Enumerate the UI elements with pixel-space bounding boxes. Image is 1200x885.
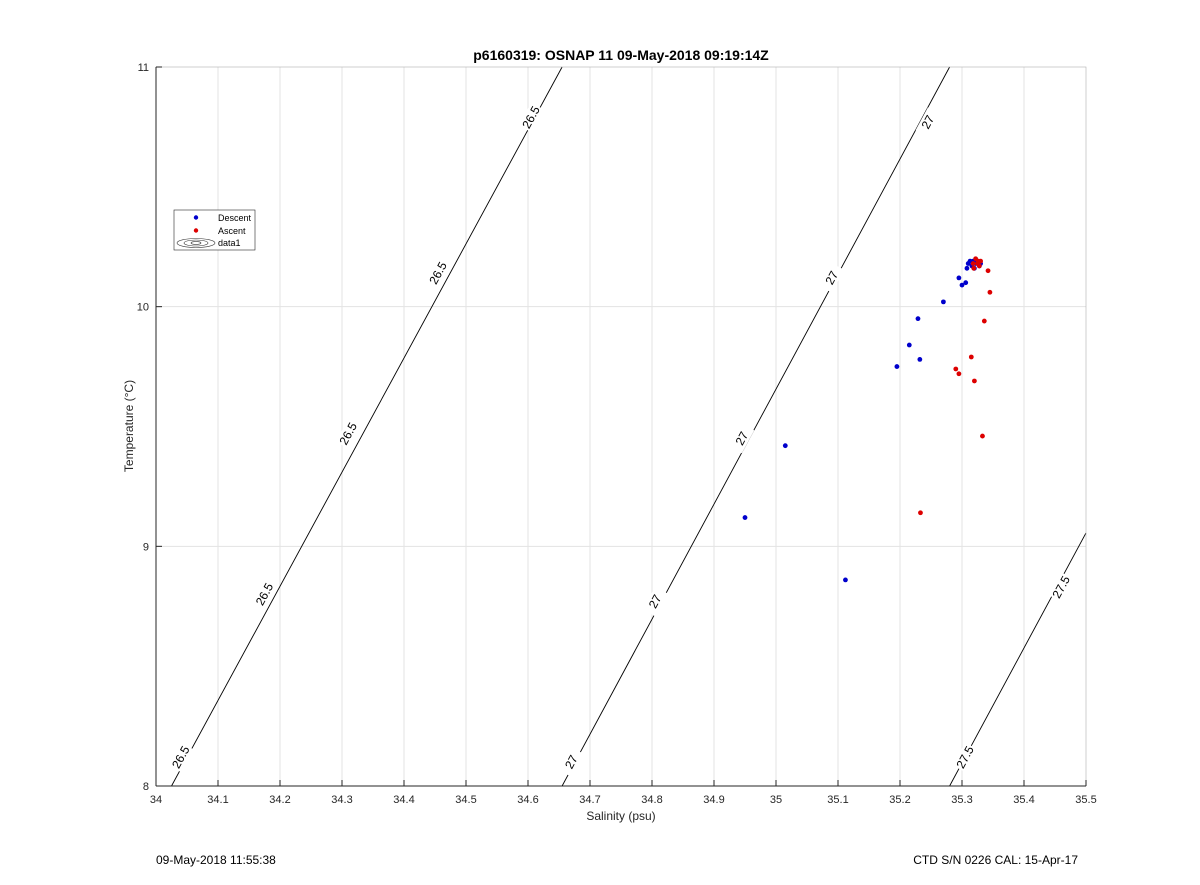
isopycnal-label-gap xyxy=(642,586,668,617)
x-tick-label: 34.7 xyxy=(579,794,600,806)
point-ascent xyxy=(918,510,923,516)
x-tick-label: 35.5 xyxy=(1075,794,1096,806)
y-tick-label: 8 xyxy=(143,781,149,793)
chart-title: p6160319: OSNAP 11 09-May-2018 09:19:14Z xyxy=(473,47,769,63)
x-tick-label: 35 xyxy=(770,794,782,806)
isopycnal-label: 27 xyxy=(822,268,841,287)
point-ascent xyxy=(970,261,976,266)
point-ascent xyxy=(981,318,987,324)
x-axis-ticks: 34 34.1 34.2 34.3 34.4 34.5 34.6 34.7 34.8 34.9 35… xyxy=(150,780,1097,806)
isopycnal-label-gap xyxy=(425,258,451,288)
plot-area xyxy=(156,67,1086,786)
point-ascent xyxy=(976,263,982,269)
x-axis-label: Salinity (psu) xyxy=(586,809,655,823)
point-descent xyxy=(959,282,965,288)
point-ascent xyxy=(987,289,993,295)
x-tick-label: 35.3 xyxy=(951,794,972,806)
isopycnal-label-gap xyxy=(1048,572,1074,602)
legend-contour-icon xyxy=(176,238,216,248)
y-axis-label: Temperature (°C) xyxy=(122,380,136,472)
x-tick-label: 34.8 xyxy=(641,794,662,806)
point-descent xyxy=(915,316,921,322)
footer-calibration: CTD S/N 0226 CAL: 15-Apr-17 xyxy=(913,853,1078,867)
y-tick-label: 9 xyxy=(143,541,149,553)
data-points xyxy=(742,256,993,583)
point-ascent xyxy=(953,366,959,372)
isopycnal-label-gap xyxy=(252,579,277,610)
y-tick-label: 11 xyxy=(138,62,149,74)
point-descent xyxy=(941,299,946,305)
point-ascent xyxy=(972,378,977,384)
isopycnal-label-gap xyxy=(729,423,755,454)
point-descent xyxy=(782,443,788,449)
x-tick-label: 35.2 xyxy=(889,794,910,806)
legend: Descent Ascent data1 xyxy=(173,209,256,251)
isopycnal-line-26.5 xyxy=(171,66,563,787)
isopycnal-label: 27 xyxy=(646,592,665,611)
legend-label-ascent: Ascent xyxy=(218,226,246,236)
point-descent xyxy=(742,515,748,520)
isopycnal-label-gap xyxy=(518,102,544,133)
x-tick-label: 35.4 xyxy=(1013,794,1034,806)
point-descent xyxy=(906,342,912,348)
point-descent xyxy=(963,280,969,286)
x-tick-label: 34.4 xyxy=(393,794,414,806)
point-ascent xyxy=(968,354,974,360)
y-axis-ticks: 8 9 10 11 xyxy=(137,62,162,793)
point-descent xyxy=(917,356,923,362)
isopycnal-label-gap xyxy=(915,107,941,137)
legend-box xyxy=(173,209,256,251)
isopycnal-label-gap xyxy=(335,418,361,449)
point-descent xyxy=(964,265,970,271)
isopycnal-label-gap xyxy=(559,747,584,777)
point-ascent xyxy=(985,268,991,274)
x-tick-label: 34.5 xyxy=(455,794,476,806)
legend-label-data1: data1 xyxy=(218,238,241,248)
isopycnal-label: 27 xyxy=(919,113,938,132)
isopycnal-label: 27 xyxy=(562,753,581,772)
grid-lines xyxy=(156,67,1086,786)
legend-marker-ascent xyxy=(193,228,199,233)
footer-timestamp: 09-May-2018 11:55:38 xyxy=(156,853,276,867)
isopycnal-line-27 xyxy=(561,66,950,787)
x-tick-label: 34.3 xyxy=(331,794,352,806)
legend-label-descent: Descent xyxy=(218,213,252,223)
x-tick-label: 35.1 xyxy=(827,794,848,806)
point-ascent xyxy=(980,433,985,439)
x-tick-label: 34.9 xyxy=(703,794,724,806)
x-tick-label: 34.2 xyxy=(269,794,290,806)
x-tick-label: 34 xyxy=(150,794,162,806)
point-descent xyxy=(894,364,900,369)
y-tick-label: 10 xyxy=(137,302,149,314)
point-ascent xyxy=(971,265,977,271)
point-descent xyxy=(843,577,848,583)
legend-marker-descent xyxy=(193,215,199,220)
point-ascent xyxy=(956,371,962,377)
isopycnal-label-gap xyxy=(819,263,845,293)
isopycnal-label-gap xyxy=(952,742,978,773)
x-tick-label: 34.6 xyxy=(517,794,538,806)
point-descent xyxy=(956,275,962,281)
isopycnal-label: 27 xyxy=(733,429,752,448)
isopycnal-label-gap xyxy=(168,742,194,773)
x-tick-label: 34.1 xyxy=(207,794,228,806)
point-ascent xyxy=(975,258,981,264)
